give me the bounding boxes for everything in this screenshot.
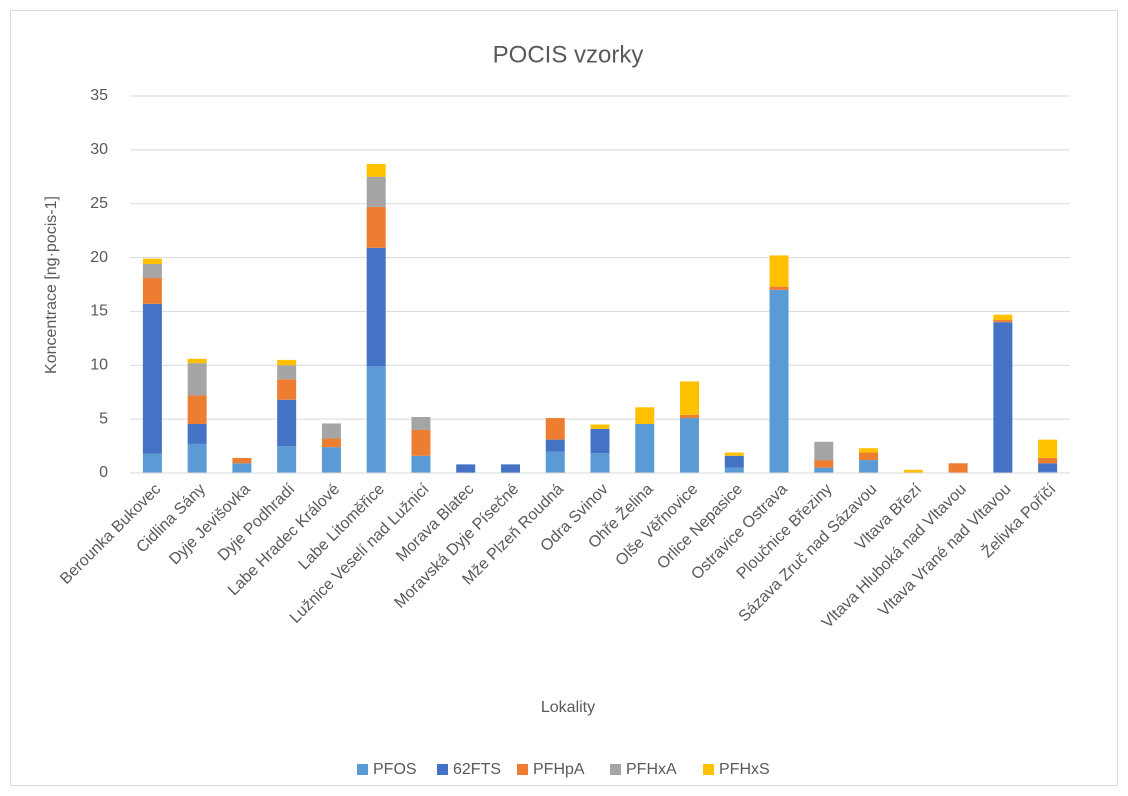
legend-swatch	[437, 764, 448, 775]
y-tick-label: 35	[90, 87, 108, 104]
y-axis-title: Koncentrace [ng·pocis-1]	[43, 196, 60, 374]
bar-segment	[366, 206, 386, 248]
bar-segment	[232, 457, 252, 464]
bar-segment	[993, 314, 1013, 321]
legend-label: PFOS	[373, 761, 417, 778]
bar-segment	[277, 399, 297, 447]
bar-segment	[680, 418, 700, 473]
bar-segment	[814, 467, 834, 473]
bar-segment	[814, 441, 834, 461]
bar-segment	[903, 469, 923, 473]
bar-segment	[366, 366, 386, 473]
bar-segment	[680, 414, 700, 419]
legend-label: 62FTS	[453, 761, 501, 778]
bar-segment	[411, 416, 431, 430]
bar-segment	[769, 286, 789, 290]
bar-segment	[411, 429, 431, 456]
bar-segment	[456, 464, 476, 473]
legend-swatch	[357, 764, 368, 775]
bar-segment	[187, 395, 207, 424]
bar-segment	[411, 455, 431, 473]
bar-segment	[366, 176, 386, 207]
bar-segment	[142, 258, 162, 265]
bar-segment	[366, 163, 386, 177]
bar-segment	[142, 264, 162, 279]
bar-segment	[187, 358, 207, 364]
y-tick-label: 10	[90, 357, 108, 374]
bar-segment	[590, 424, 610, 429]
bar-segment	[724, 467, 744, 473]
y-tick-label: 20	[90, 249, 108, 266]
legend-label: PFHxS	[719, 761, 770, 778]
bar-segment	[724, 455, 744, 468]
bar-segment	[500, 464, 520, 473]
legend-swatch	[703, 764, 714, 775]
bar-segment	[680, 381, 700, 415]
bar-segment	[545, 439, 565, 452]
legend-label: PFHxA	[626, 761, 677, 778]
legend-swatch	[610, 764, 621, 775]
bar-segment	[277, 379, 297, 400]
x-axis-title: Lokality	[541, 699, 595, 716]
y-tick-label: 5	[99, 410, 108, 427]
bar-segment	[1038, 439, 1058, 458]
y-tick-label: 25	[90, 195, 108, 212]
bar-segment	[724, 452, 744, 456]
y-tick-label: 30	[90, 141, 108, 158]
legend-swatch	[517, 764, 528, 775]
bar-segment	[187, 443, 207, 473]
bar-segment	[277, 359, 297, 366]
bar-segment	[1038, 457, 1058, 464]
bar-segment	[142, 453, 162, 473]
y-tick-label: 15	[90, 303, 108, 320]
bar-segment	[814, 460, 834, 468]
bar-segment	[590, 453, 610, 473]
legend-label: PFHpA	[533, 761, 585, 778]
bar-segment	[769, 289, 789, 473]
bar-segment	[232, 463, 252, 473]
bar-segment	[321, 447, 341, 473]
bar-segment	[142, 303, 162, 454]
bar-segment	[635, 423, 655, 473]
chart-border	[10, 10, 1118, 786]
bar-segment	[769, 255, 789, 287]
bar-segment	[321, 438, 341, 448]
bar-segment	[859, 448, 879, 453]
bar-segment	[948, 463, 968, 473]
bar-segment	[277, 446, 297, 473]
bar-segment	[1038, 471, 1058, 473]
bar-segment	[859, 460, 879, 473]
bar-segment	[142, 278, 162, 304]
chart-title: POCIS vzorky	[493, 41, 644, 68]
bar-segment	[859, 452, 879, 461]
bar-segment	[277, 365, 297, 380]
bar-segment	[590, 428, 610, 454]
bar-segment	[321, 423, 341, 439]
bar-segment	[187, 423, 207, 444]
y-tick-label: 0	[99, 464, 108, 481]
bar-segment	[545, 451, 565, 473]
bar-segment	[993, 320, 1013, 323]
bar-segment	[1038, 463, 1058, 472]
bar-segment	[545, 418, 565, 440]
bar-segment	[187, 363, 207, 396]
bar-segment	[366, 247, 386, 367]
bar-segment	[635, 407, 655, 424]
bar-segment	[993, 322, 1013, 473]
